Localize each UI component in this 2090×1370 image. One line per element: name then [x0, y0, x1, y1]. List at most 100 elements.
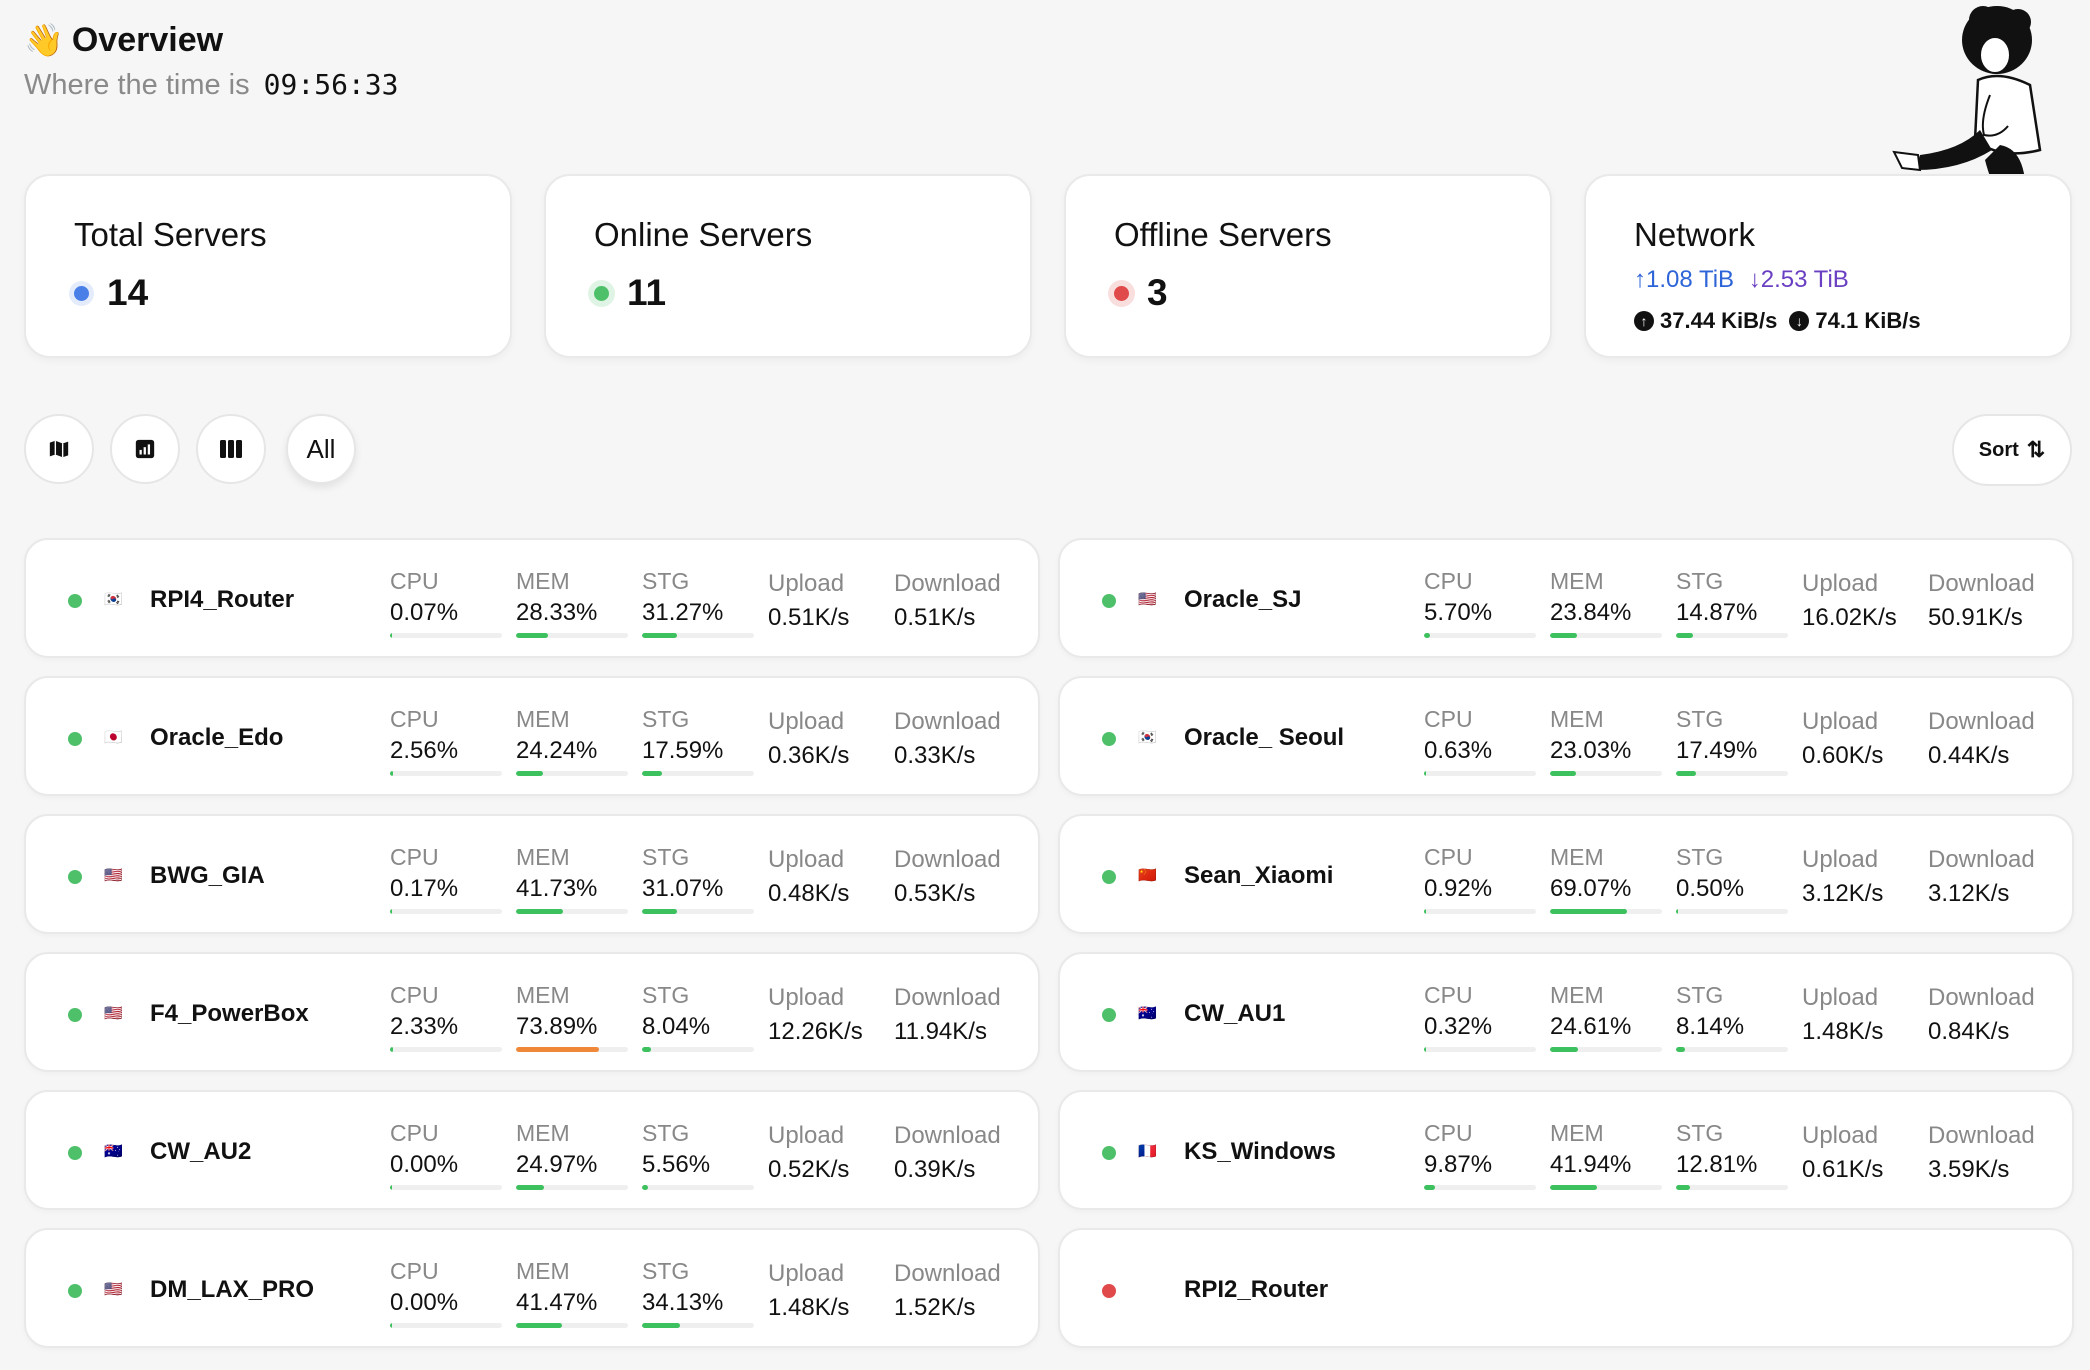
columns-view-button[interactable]: [196, 414, 266, 484]
mem-value: 41.47%: [516, 1289, 598, 1316]
mem-metric: MEM 28.33%: [516, 568, 628, 638]
server-name: RPI4_Router: [150, 586, 295, 613]
stg-usage-bar: [642, 633, 754, 638]
download-value: 0.39K/s: [894, 1156, 976, 1183]
upload-metric: Upload 0.52K/s: [768, 1122, 849, 1184]
server-card[interactable]: 🇺🇸 DM_LAX_PRO CPU 0.00% MEM 41.47% STG 34…: [24, 1228, 1040, 1348]
mem-value: 69.07%: [1550, 875, 1632, 902]
stg-metric: STG 14.87%: [1676, 568, 1788, 638]
download-value: 0.84K/s: [1928, 1018, 2010, 1045]
server-card[interactable]: 🇰🇷 Oracle_ Seoul CPU 0.63% MEM 23.03% STG…: [1058, 676, 2074, 796]
download-value: 11.94K/s: [894, 1018, 987, 1045]
server-card[interactable]: 🇺🇸 BWG_GIA CPU 0.17% MEM 41.73% STG 31.07…: [24, 814, 1040, 934]
stg-label: STG: [1676, 1120, 1724, 1146]
cpu-usage-bar: [390, 1185, 502, 1190]
cpu-label: CPU: [390, 706, 439, 732]
download-label: Download: [894, 1260, 1001, 1287]
stg-usage-fill: [642, 633, 678, 638]
download-label: Download: [1928, 846, 2035, 873]
mem-value: 24.97%: [516, 1151, 598, 1178]
mem-usage-fill: [1550, 1047, 1578, 1052]
cpu-metric: CPU 0.63%: [1424, 706, 1536, 776]
stg-usage-fill: [642, 1047, 651, 1052]
country-flag-icon: 🇰🇷: [104, 591, 123, 608]
columns-icon: [220, 440, 242, 458]
sort-arrows-icon: ⇅: [2026, 437, 2046, 462]
mem-label: MEM: [1550, 844, 1604, 870]
upload-label: Upload: [1802, 570, 1879, 597]
upload-label: Upload: [768, 1122, 845, 1149]
network-upload-speed: 37.44 KiB/s: [1660, 308, 1778, 333]
upload-value: 0.61K/s: [1802, 1156, 1884, 1183]
cpu-value: 0.32%: [1424, 1013, 1493, 1040]
upload-value: 0.52K/s: [768, 1156, 850, 1183]
server-card[interactable]: 🇦🇺 CW_AU1 CPU 0.32% MEM 24.61% STG 8.14% …: [1058, 952, 2074, 1072]
server-card[interactable]: 🇺🇸 F4_PowerBox CPU 2.33% MEM 73.89% STG 8…: [24, 952, 1040, 1072]
download-label: Download: [1928, 1122, 2035, 1149]
download-metric: Download 3.59K/s: [1928, 1122, 2035, 1184]
stg-label: STG: [642, 1120, 690, 1146]
stg-value: 12.81%: [1676, 1151, 1758, 1178]
online-servers-title: Online Servers: [594, 216, 813, 253]
mem-value: 23.03%: [1550, 737, 1632, 764]
mem-metric: MEM 24.97%: [516, 1120, 628, 1190]
server-card[interactable]: 🇰🇷 RPI4_Router CPU 0.07% MEM 28.33% STG 3…: [24, 538, 1040, 658]
download-label: Download: [1928, 984, 2035, 1011]
server-card[interactable]: 🇫🇷 KS_Windows CPU 9.87% MEM 41.94% STG 12…: [1058, 1090, 2074, 1210]
server-card[interactable]: RPI2_Router: [1058, 1228, 2074, 1348]
mem-label: MEM: [1550, 706, 1604, 732]
server-name: Oracle_ Seoul: [1184, 724, 1345, 751]
stg-usage-fill: [642, 909, 677, 914]
cpu-metric: CPU 0.00%: [390, 1258, 502, 1328]
stg-usage-bar: [1676, 1047, 1788, 1052]
sort-button[interactable]: Sort ⇅: [1952, 414, 2072, 486]
mem-value: 41.73%: [516, 875, 598, 902]
stg-value: 31.07%: [642, 875, 724, 902]
upload-label: Upload: [1802, 984, 1879, 1011]
country-flag-icon: 🇫🇷: [1138, 1143, 1157, 1160]
server-status-dot: [68, 1146, 82, 1160]
stg-usage-bar: [642, 1323, 754, 1328]
server-card[interactable]: 🇯🇵 Oracle_Edo CPU 2.56% MEM 24.24% STG 17…: [24, 676, 1040, 796]
download-metric: Download 0.84K/s: [1928, 984, 2035, 1046]
download-value: 0.33K/s: [894, 742, 976, 769]
server-card[interactable]: 🇺🇸 Oracle_SJ CPU 5.70% MEM 23.84% STG 14.…: [1058, 538, 2074, 658]
mem-usage-bar: [516, 771, 628, 776]
stats-row: Total Servers 14 Online Servers 11 Offli…: [24, 174, 2072, 358]
mem-usage-fill: [516, 1185, 544, 1190]
cpu-usage-fill: [390, 771, 393, 776]
download-metric: Download 11.94K/s: [894, 984, 1001, 1046]
upload-label: Upload: [768, 1260, 845, 1287]
cpu-label: CPU: [390, 1120, 439, 1146]
upload-value: 0.60K/s: [1802, 742, 1884, 769]
cpu-value: 2.56%: [390, 737, 459, 764]
upload-metric: Upload 0.61K/s: [1802, 1122, 1883, 1184]
cpu-usage-fill: [1424, 771, 1426, 776]
cpu-label: CPU: [390, 982, 439, 1008]
stg-label: STG: [642, 1258, 690, 1284]
download-value: 0.53K/s: [894, 880, 976, 907]
download-metric: Download 1.52K/s: [894, 1260, 1001, 1322]
upload-metric: Upload 0.48K/s: [768, 846, 849, 908]
stg-metric: STG 17.49%: [1676, 706, 1788, 776]
time-line: Where the time is 09:56:33: [24, 68, 399, 102]
offline-status-dot: [1114, 285, 1129, 301]
chart-view-button[interactable]: [110, 414, 180, 484]
cpu-metric: CPU 2.33%: [390, 982, 502, 1052]
cpu-value: 0.17%: [390, 875, 459, 902]
server-status-dot: [1102, 870, 1116, 884]
filter-all-button[interactable]: All: [286, 414, 356, 484]
mem-metric: MEM 41.73%: [516, 844, 628, 914]
download-label: Download: [894, 570, 1001, 597]
server-card[interactable]: 🇦🇺 CW_AU2 CPU 0.00% MEM 24.97% STG 5.56% …: [24, 1090, 1040, 1210]
network-title: Network: [1634, 216, 1756, 253]
map-view-button[interactable]: [24, 414, 94, 484]
network-download-speed: 74.1 KiB/s: [1815, 308, 1921, 333]
country-flag-icon: 🇺🇸: [1138, 591, 1157, 608]
upload-value: 0.51K/s: [768, 604, 850, 631]
server-card[interactable]: 🇨🇳 Sean_Xiaomi CPU 0.92% MEM 69.07% STG 0…: [1058, 814, 2074, 934]
stg-label: STG: [642, 706, 690, 732]
cpu-label: CPU: [1424, 568, 1473, 594]
mem-value: 24.24%: [516, 737, 598, 764]
country-flag-icon: 🇺🇸: [104, 1005, 123, 1022]
